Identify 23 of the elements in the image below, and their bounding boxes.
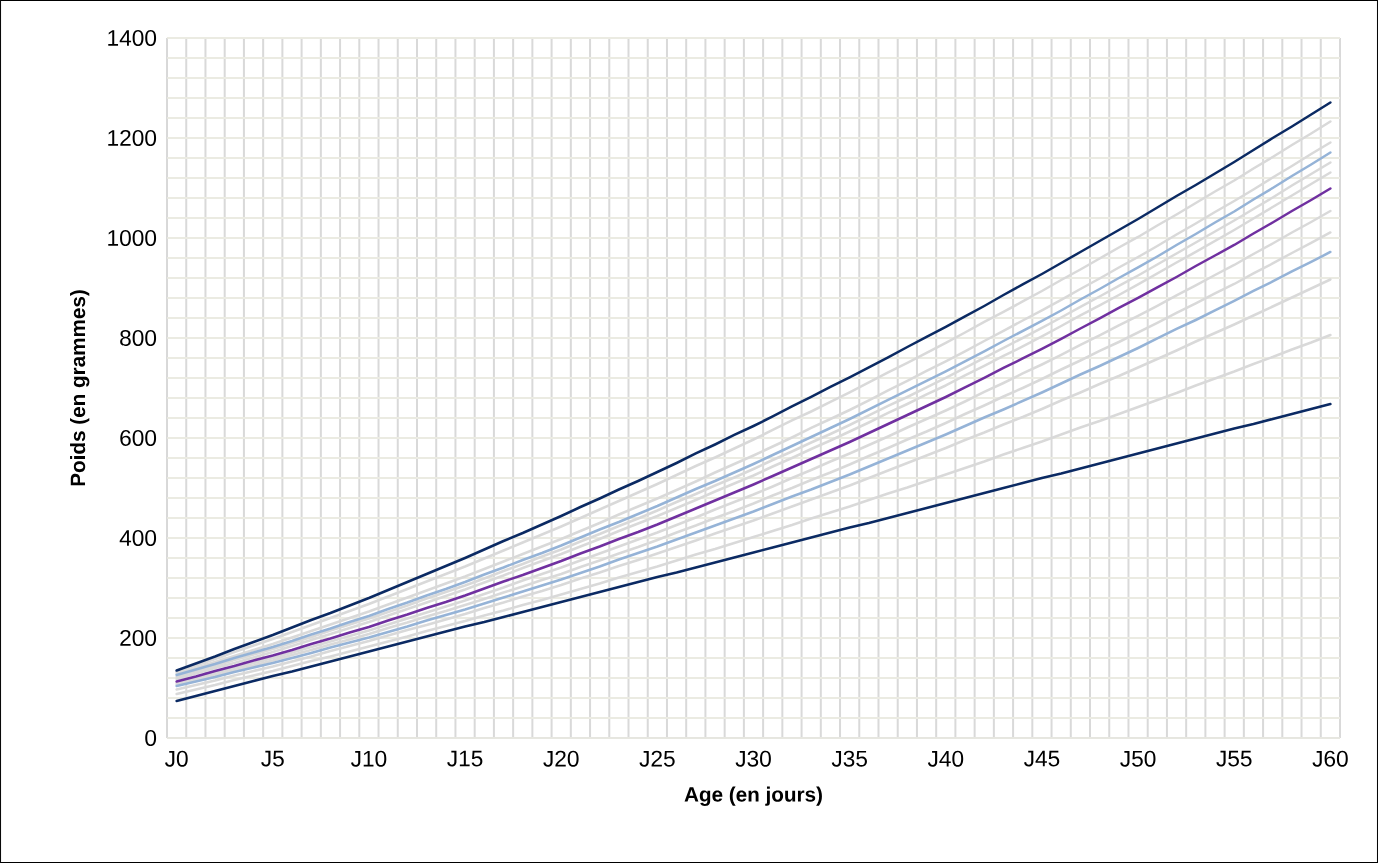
- x-tick-label: J25: [639, 750, 675, 767]
- y-tick-label: 200: [120, 629, 157, 647]
- y-tick-label: 600: [120, 429, 157, 447]
- x-tick-label: J40: [927, 750, 964, 767]
- x-tick-label: J35: [831, 750, 867, 767]
- y-tick-label: 800: [120, 329, 157, 347]
- x-tick-label: J50: [1120, 750, 1156, 767]
- x-tick-label: J20: [543, 750, 579, 767]
- x-tick-label: J15: [447, 750, 483, 767]
- x-tick-label: J55: [1216, 750, 1252, 767]
- x-tick-label: J45: [1024, 750, 1060, 767]
- x-tick-label: J0: [165, 750, 188, 767]
- x-axis-title: Age (en jours): [684, 786, 822, 806]
- x-tick-label: J5: [261, 750, 284, 767]
- x-tick-label: J60: [1312, 750, 1348, 767]
- y-axis-title: Poids (en grammes): [70, 290, 90, 486]
- x-tick-label: J10: [351, 750, 387, 767]
- y-tick-label: 1200: [108, 129, 157, 147]
- y-tick-label: 1400: [108, 29, 157, 47]
- y-tick-label: 1000: [108, 229, 157, 247]
- y-tick-label: 0: [145, 729, 157, 747]
- x-tick-label: J30: [735, 750, 771, 767]
- y-tick-label: 400: [119, 529, 157, 547]
